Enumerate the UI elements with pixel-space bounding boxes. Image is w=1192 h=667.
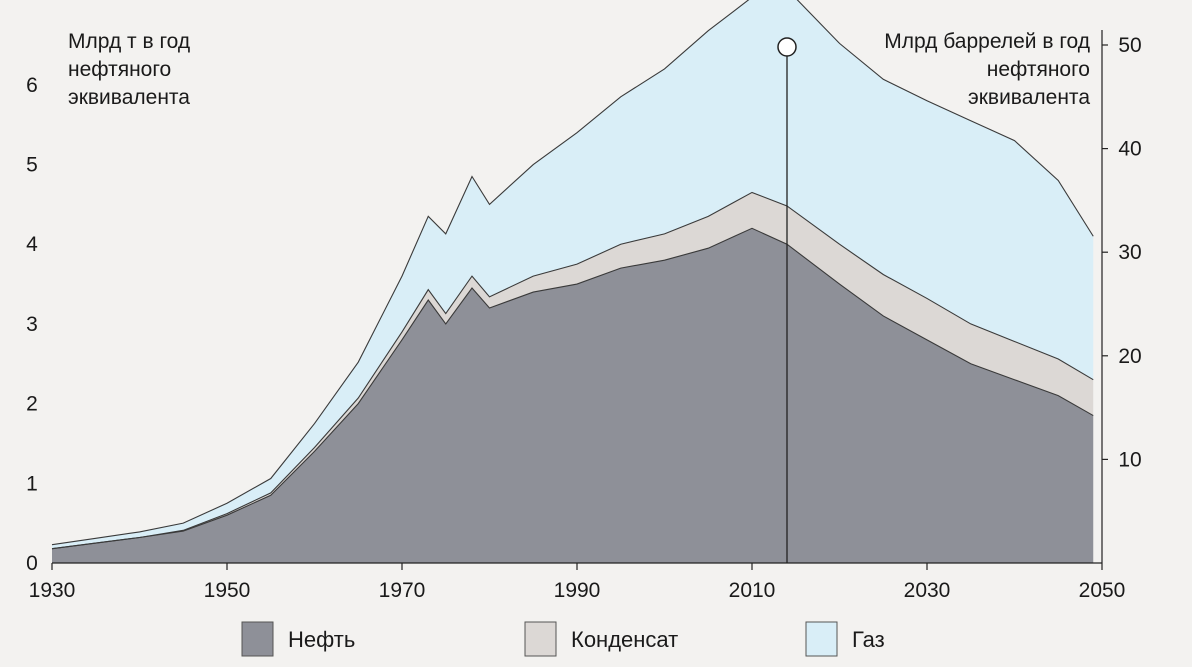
x-tick-label: 1950 (204, 579, 251, 602)
y-right-title-line: эквивалента (968, 86, 1090, 109)
y-left-title-line: нефтяного (68, 58, 171, 81)
x-tick-label: 2010 (729, 579, 776, 602)
y-left-tick-label: 5 (26, 154, 38, 177)
y-left-tick-label: 0 (26, 552, 38, 575)
y-right-tick-label: 30 (1118, 241, 1141, 264)
x-tick-label: 1970 (379, 579, 426, 602)
y-right-tick-label: 20 (1118, 345, 1141, 368)
peak-marker (777, 37, 797, 563)
y-left-tick-label: 2 (26, 393, 38, 416)
y-left-tick-label: 4 (26, 233, 38, 256)
y-right-title-line: нефтяного (987, 58, 1090, 81)
legend-swatch (524, 621, 557, 657)
y-left-tick-label: 3 (26, 313, 38, 336)
y-left-tick-label: 6 (26, 74, 38, 97)
line-Газ (51, 0, 1094, 546)
y-right-title-line: Млрд баррелей в год (884, 30, 1090, 53)
y-left-title: Млрд т в год нефтяного эквивалента (68, 30, 190, 109)
line-Конденсат (51, 191, 1094, 550)
legend-label: Конденсат (571, 627, 678, 652)
axes: 1930 1950 1970 1990 2010 2030 2050012345610203… (26, 30, 1142, 602)
y-left-tick-label: 1 (26, 472, 38, 495)
peak-circle (777, 37, 797, 57)
legend: Нефть Конденсат Газ (241, 621, 885, 657)
y-right-tick-label: 40 (1118, 138, 1141, 161)
x-tick-label: 2050 (1079, 579, 1126, 602)
x-tick-label: 1990 (554, 579, 601, 602)
y-left-title-line: эквивалента (68, 86, 190, 109)
y-left-title-line: Млрд т в год (68, 30, 190, 53)
legend-swatch (241, 621, 274, 657)
area-Газ (52, 0, 1094, 549)
legend-label: Газ (852, 627, 885, 652)
legend-swatch (805, 621, 838, 657)
area-Нефть (52, 228, 1094, 564)
line-Нефть (51, 227, 1094, 550)
x-tick-label: 2030 (904, 579, 951, 602)
y-right-tick-label: 10 (1118, 448, 1141, 471)
stacked-areas (51, 0, 1094, 564)
y-right-tick-label: 50 (1118, 34, 1141, 57)
y-right-title: Млрд баррелей в год нефтяного эквивалента (884, 30, 1090, 109)
legend-label: Нефть (288, 627, 355, 652)
x-tick-label: 1930 (29, 579, 76, 602)
